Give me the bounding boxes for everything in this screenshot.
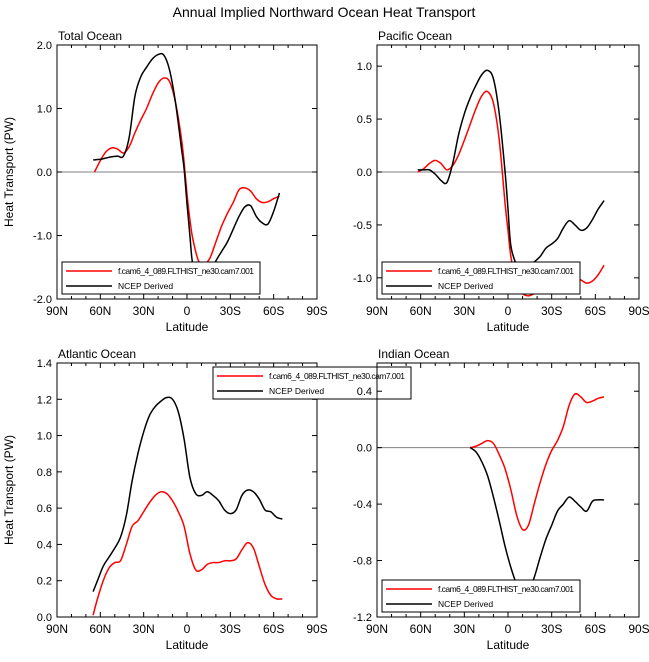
plot-frame [376, 362, 640, 618]
x-tick-label: 90N [46, 304, 68, 318]
x-tick-label: 60N [89, 622, 111, 636]
legend: f.cam6_4_089.FLTHIST_ne30.cam7.001 NCEP D… [212, 366, 412, 400]
x-tick-label: 90N [366, 304, 388, 318]
y-tick-label: -1.0 [33, 231, 52, 243]
y-tick-label: 2.0 [37, 40, 52, 52]
pacific-ocean-panel: Pacific Ocean 90N 60N 30N 0 30S 60S 90S -1.0 -0.5… [353, 29, 649, 334]
y-axis-label: Heat Transport (PW) [2, 435, 16, 545]
panel-title: Atlantic Ocean [58, 347, 136, 361]
x-tick-label: 0 [505, 304, 512, 318]
x-tick-label: 30S [541, 304, 562, 318]
model-legend-label: f.cam6_4_089.FLTHIST_ne30.cam7.001 [438, 584, 574, 594]
x-tick-label: 60N [410, 622, 432, 636]
legend: f.cam6_4_089.FLTHIST_ne30.cam7.001 NCEP D… [381, 261, 581, 295]
plot-frame [56, 362, 318, 618]
y-tick-label: 0.0 [37, 612, 52, 624]
x-axis-label: Latitude [487, 638, 530, 652]
ncep-series-line [417, 69, 605, 272]
x-axis-label: Latitude [166, 320, 209, 334]
x-axis-label: Latitude [487, 320, 530, 334]
x-tick-label: 30S [541, 622, 562, 636]
y-tick-label: -1.2 [353, 612, 372, 624]
legend-box [61, 261, 261, 295]
x-tick-label: 90N [46, 622, 68, 636]
y-tick-label: 0.0 [357, 443, 372, 455]
x-tick-label: 90S [628, 622, 649, 636]
figure-title: Annual Implied Northward Ocean Heat Tran… [173, 4, 476, 20]
legend-box [381, 261, 581, 295]
x-tick-label: 60N [89, 304, 111, 318]
y-axis-label: Heat Transport (PW) [2, 117, 16, 227]
x-tick-label: 30S [220, 304, 241, 318]
y-tick-label: -0.8 [353, 556, 372, 568]
legend-box [381, 579, 581, 613]
y-tick-label: 0.2 [37, 576, 52, 588]
panel-title: Indian Ocean [378, 347, 449, 361]
y-tick-label: 0.4 [357, 386, 372, 398]
model-legend-label: f.cam6_4_089.FLTHIST_ne30.cam7.001 [269, 371, 405, 381]
y-tick-label: 0.0 [357, 167, 372, 179]
model-series-line [469, 392, 605, 531]
model-legend-label: f.cam6_4_089.FLTHIST_ne30.cam7.001 [118, 266, 254, 276]
x-tick-label: 60N [410, 304, 432, 318]
x-tick-label: 30N [453, 304, 475, 318]
legend: f.cam6_4_089.FLTHIST_ne30.cam7.001 NCEP D… [381, 579, 581, 613]
y-tick-label: 1.4 [37, 358, 52, 370]
panel-title: Pacific Ocean [378, 29, 452, 43]
x-tick-label: 60S [263, 304, 284, 318]
x-tick-label: 60S [585, 304, 606, 318]
x-tick-label: 30N [133, 622, 155, 636]
ncep-series-line [92, 396, 283, 592]
ncep-legend-label: NCEP Derived [438, 281, 493, 291]
model-legend-label: f.cam6_4_089.FLTHIST_ne30.cam7.001 [438, 266, 574, 276]
ncep-legend-label: NCEP Derived [269, 386, 324, 396]
y-tick-label: -2.0 [33, 294, 52, 306]
y-tick-label: -0.5 [353, 220, 372, 232]
model-series-line [93, 77, 280, 266]
y-tick-label: 0.6 [37, 503, 52, 515]
y-tick-label: 0.4 [37, 539, 52, 551]
ncep-series-line [93, 52, 281, 278]
x-tick-label: 90S [306, 304, 327, 318]
legend-box [212, 366, 412, 400]
y-tick-label: 0.5 [357, 114, 372, 126]
y-tick-label: 0.8 [37, 467, 52, 479]
ncep-legend-label: NCEP Derived [118, 281, 173, 291]
x-tick-label: 60S [263, 622, 284, 636]
x-tick-label: 30S [220, 622, 241, 636]
ncep-legend-label: NCEP Derived [438, 599, 493, 609]
x-axis-label: Latitude [166, 638, 209, 652]
atlantic-ocean-panel: Atlantic Ocean 90N 60N 30N 0 30S 60S 90S 0.0 0.2 0… [2, 347, 412, 652]
x-tick-label: 90S [628, 304, 649, 318]
x-tick-label: 60S [585, 622, 606, 636]
x-tick-label: 0 [184, 304, 191, 318]
total-ocean-panel: Total Ocean 90N 60N 30N 0 30S 60S 90S -2.0 -1.0 0.… [2, 29, 328, 334]
y-tick-label: -0.4 [353, 499, 372, 511]
model-series-line [92, 490, 283, 616]
indian-ocean-panel: Indian Ocean 90N 60N 30N 0 30S 60S 90S -1.2 -0.8 -… [353, 347, 649, 652]
y-tick-label: -1.0 [353, 273, 372, 285]
x-tick-label: 0 [505, 622, 512, 636]
x-tick-label: 30N [133, 304, 155, 318]
x-tick-label: 90S [306, 622, 327, 636]
panel-title: Total Ocean [58, 29, 122, 43]
x-tick-label: 90N [366, 622, 388, 636]
ncep-series-line [469, 447, 605, 597]
x-tick-label: 30N [453, 622, 475, 636]
x-tick-label: 0 [184, 622, 191, 636]
y-tick-label: 1.0 [357, 61, 372, 73]
y-tick-label: 1.2 [37, 394, 52, 406]
y-tick-label: 0.0 [37, 167, 52, 179]
y-tick-label: 1.0 [37, 104, 52, 116]
y-tick-label: 1.0 [37, 431, 52, 443]
legend: f.cam6_4_089.FLTHIST_ne30.cam7.001 NCEP D… [61, 261, 261, 295]
